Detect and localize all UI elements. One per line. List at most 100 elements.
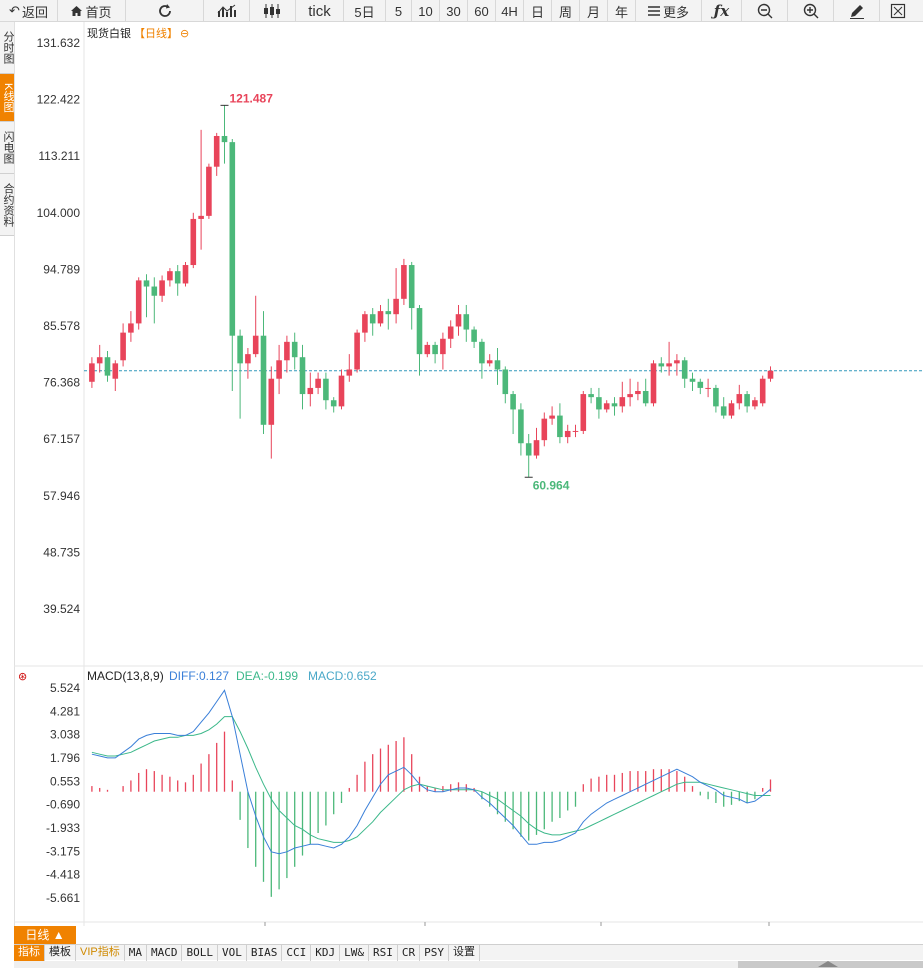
candle-body [580,394,587,431]
period-5day[interactable]: 5日 [344,0,386,22]
formula-button[interactable]: ƒx [702,0,742,22]
sidebar-tab-timeshare[interactable]: 分时图 [0,22,14,74]
indicator-tab[interactable]: VIP指标 [76,945,125,961]
sidebar-tab-contract[interactable]: 合约资料 [0,174,14,236]
indicator-settings-icon: ⊛ [18,670,27,683]
scrollbar[interactable] [738,961,923,968]
candle-body [744,394,750,407]
candle-body [642,391,649,404]
candle-body [603,403,610,410]
candle-body [159,280,165,296]
price-tick-label: 85.578 [43,319,80,333]
candle-body [393,298,399,315]
period-day[interactable]: 日 [524,0,552,22]
indicator-tab[interactable]: KDJ [311,945,341,961]
indicator-tab[interactable]: MA [125,945,147,961]
period-week[interactable]: 周 [552,0,580,22]
indicator-tab[interactable]: 指标 [14,945,45,961]
candle-body [611,403,618,407]
candle-body [510,394,516,410]
candle-body [713,387,719,407]
indicator-tab[interactable]: BIAS [247,945,283,961]
price-tick-label: 113.211 [38,149,80,163]
period-5min[interactable]: 5 [386,0,412,22]
candle-body [759,378,766,404]
price-tick-label: 131.632 [37,36,81,50]
zoom-out-button[interactable] [742,0,788,22]
refresh-icon [158,4,171,17]
indicator-tab[interactable]: RSI [369,945,398,961]
sidebar-tab-kline[interactable]: K线图 [0,74,14,122]
more-button[interactable]: 更多 [636,0,702,22]
candle-body [627,394,633,398]
candle-body [432,344,438,355]
price-tick-label: 122.422 [37,93,81,107]
candle-body [752,400,758,407]
home-button[interactable]: 首页 [58,0,126,22]
draw-button[interactable] [834,0,880,22]
scroll-thumb[interactable] [818,961,838,967]
chart-area[interactable]: 131.632 122.422 113.211 104.000 94.789 85.578… [0,22,923,926]
candle-body [120,332,126,361]
chart-type-bar-button[interactable] [204,0,250,22]
low-price-label: 60.964 [533,478,570,492]
indicator-tab[interactable]: BOLL [182,945,218,961]
macd-tick-label: 0.553 [50,774,80,788]
indicator-tab[interactable]: 设置 [449,945,480,961]
macd-tick-label: -1.933 [46,821,80,835]
macd-tick-label: -4.418 [46,868,80,882]
menu-icon [647,6,660,16]
indicator-tab[interactable]: VOL [218,945,247,961]
candle-body [416,308,423,355]
period-month[interactable]: 月 [580,0,608,22]
candle-body [377,311,384,324]
candle-body [518,409,524,444]
refresh-button[interactable] [126,0,204,22]
scroll-track[interactable] [14,961,738,968]
left-divider [14,22,15,944]
candle-body [557,415,563,438]
back-button[interactable]: ↶ 返回 [0,0,58,22]
candle-body [401,265,407,299]
indicator-tab[interactable]: PSY [420,945,449,961]
period-60min[interactable]: 60 [468,0,496,22]
tick-button[interactable]: tick [296,0,344,22]
candle-body [681,360,688,379]
candle-body [369,314,376,324]
candle-body [674,360,680,364]
period-year[interactable]: 年 [608,0,636,22]
macd-dea-label: DEA:-0.199 [236,669,298,683]
candle-body [354,332,360,370]
candle-body [135,280,142,324]
candle-body [260,335,267,425]
candle-body [767,370,774,379]
candle-body [128,323,134,333]
candle-body [174,271,181,284]
sidebar-tab-lightning[interactable]: 闪电图 [0,122,14,174]
candle-body [479,341,485,364]
indicator-tab[interactable]: CCI [282,945,312,961]
candle-body [190,218,197,266]
macd-tick-label: -0.690 [46,798,80,812]
zoom-in-button[interactable] [788,0,834,22]
macd-tick-label: -5.661 [46,891,80,905]
candle-body [89,363,95,382]
period-4h[interactable]: 4H [496,0,524,22]
candle-body [736,394,743,404]
macd-tick-label: 5.524 [50,681,80,695]
period-30min[interactable]: 30 [440,0,468,22]
fullscreen-button[interactable] [880,0,916,22]
indicator-tab[interactable]: LW& [340,945,369,961]
indicator-tab[interactable]: MACD [147,945,183,961]
candle-body [299,357,306,395]
indicator-tab[interactable]: CR [398,945,421,961]
candle-body [385,311,392,315]
indicator-tab[interactable]: 模板 [45,945,76,961]
candle-body [689,378,696,382]
period-selector[interactable]: 日线 ▲ [14,926,76,944]
candle-body [104,357,111,376]
macd-value-label: MACD:0.652 [308,669,377,683]
price-tick-label: 76.368 [43,376,80,390]
chart-type-candle-button[interactable] [250,0,296,22]
period-10min[interactable]: 10 [412,0,440,22]
